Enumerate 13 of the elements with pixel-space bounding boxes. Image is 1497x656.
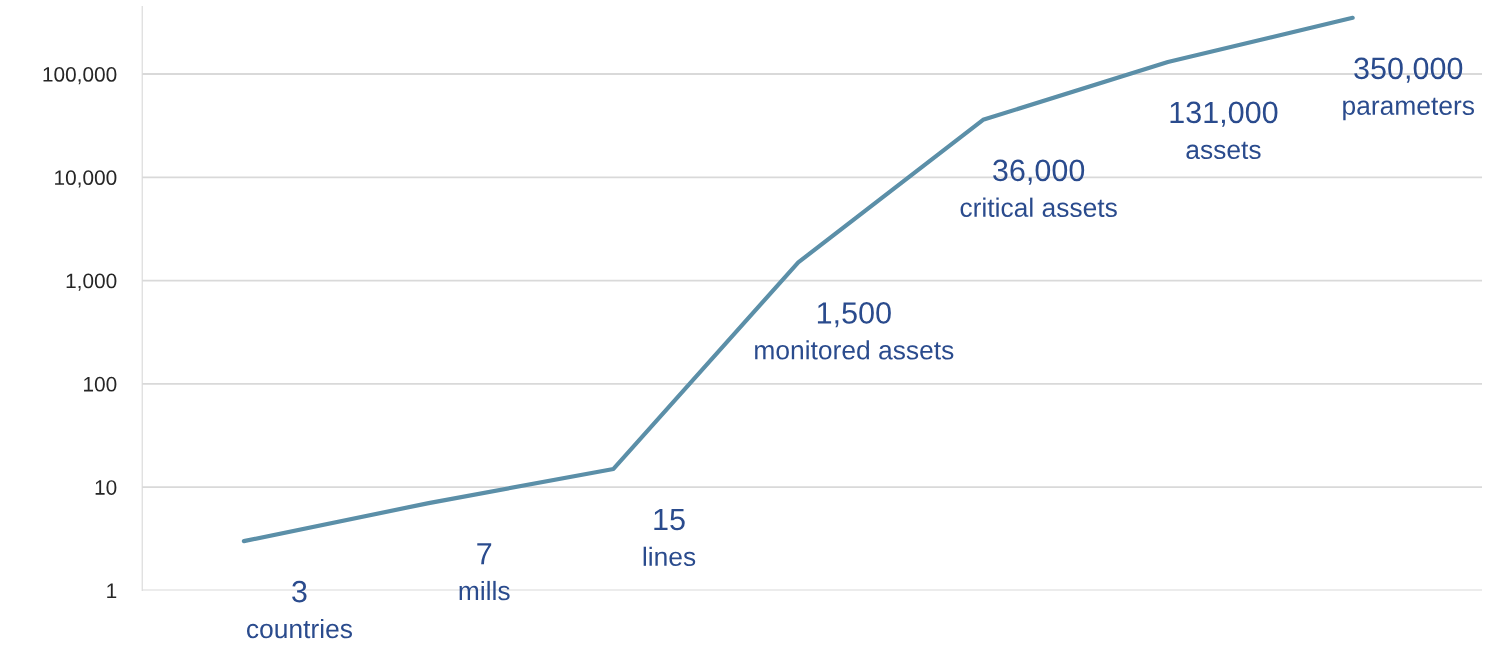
y-tick-label: 100 — [84, 376, 117, 392]
data-label: 36,000 critical assets — [960, 159, 1117, 218]
y-tick-label: 1,000 — [66, 273, 117, 291]
data-label: 131,000 assets — [1170, 101, 1278, 160]
y-tick-label: 100,000 — [43, 67, 117, 85]
data-label: 1,500 monitored assets — [755, 302, 954, 360]
data-label: 7 mills — [459, 543, 510, 601]
data-label: 15 lines — [643, 508, 696, 567]
data-label: 3 countries — [247, 580, 352, 639]
data-label: 350,000 parameters — [1343, 57, 1475, 121]
y-tick-label: 10,000 — [55, 170, 117, 188]
y-tick-label: 1 — [107, 583, 117, 598]
y-tick-label: 10 — [95, 480, 117, 495]
